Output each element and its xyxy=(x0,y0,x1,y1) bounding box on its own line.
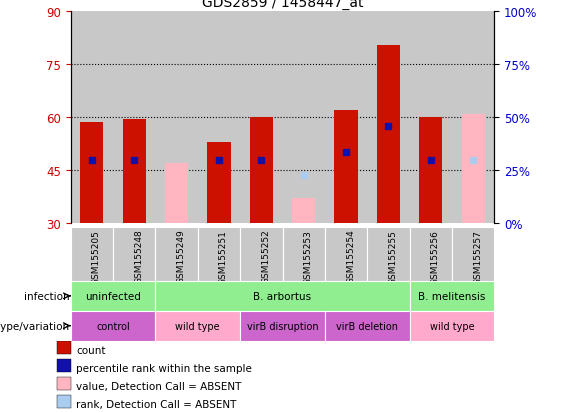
Bar xyxy=(71,12,113,223)
Text: GSM155249: GSM155249 xyxy=(176,229,185,284)
Bar xyxy=(452,228,494,281)
Text: GSM155253: GSM155253 xyxy=(304,229,312,284)
Bar xyxy=(240,228,282,281)
Bar xyxy=(410,281,494,311)
Bar xyxy=(80,123,103,223)
Bar xyxy=(240,12,282,223)
Text: count: count xyxy=(76,345,106,355)
Text: GSM155256: GSM155256 xyxy=(431,229,440,284)
Bar xyxy=(198,228,240,281)
Bar xyxy=(113,12,155,223)
Bar xyxy=(250,118,273,223)
Bar xyxy=(71,228,113,281)
Text: GSM155248: GSM155248 xyxy=(134,229,143,284)
Text: virB deletion: virB deletion xyxy=(336,321,398,331)
Bar xyxy=(377,46,400,223)
Text: B. arbortus: B. arbortus xyxy=(254,291,311,301)
Text: virB disruption: virB disruption xyxy=(247,321,318,331)
Bar xyxy=(462,114,485,223)
Bar xyxy=(452,12,494,223)
Bar xyxy=(123,120,146,223)
Title: GDS2859 / 1458447_at: GDS2859 / 1458447_at xyxy=(202,0,363,10)
Bar xyxy=(367,228,410,281)
Bar xyxy=(56,341,71,354)
Bar xyxy=(282,12,325,223)
Bar xyxy=(155,311,240,341)
Text: rank, Detection Call = ABSENT: rank, Detection Call = ABSENT xyxy=(76,399,237,409)
Bar xyxy=(410,228,452,281)
Text: infection: infection xyxy=(24,291,70,301)
Bar xyxy=(71,281,155,311)
Bar xyxy=(155,228,198,281)
Bar xyxy=(292,199,315,223)
Bar xyxy=(325,12,367,223)
Bar xyxy=(334,111,358,223)
Bar xyxy=(410,311,494,341)
Text: value, Detection Call = ABSENT: value, Detection Call = ABSENT xyxy=(76,381,242,391)
Bar xyxy=(282,228,325,281)
Text: wild type: wild type xyxy=(176,321,220,331)
Text: GSM155205: GSM155205 xyxy=(92,229,101,284)
Text: genotype/variation: genotype/variation xyxy=(0,321,70,331)
Bar xyxy=(155,12,198,223)
Bar xyxy=(240,311,325,341)
Bar xyxy=(419,118,442,223)
Bar xyxy=(367,12,410,223)
Text: percentile rank within the sample: percentile rank within the sample xyxy=(76,363,252,373)
Text: wild type: wild type xyxy=(430,321,474,331)
Bar xyxy=(325,228,367,281)
Bar xyxy=(56,377,71,390)
Text: B. melitensis: B. melitensis xyxy=(418,291,486,301)
Text: GSM155255: GSM155255 xyxy=(389,229,397,284)
Text: control: control xyxy=(96,321,130,331)
Bar xyxy=(155,281,410,311)
Bar xyxy=(410,12,452,223)
Bar xyxy=(56,395,71,408)
Bar xyxy=(71,311,155,341)
Bar xyxy=(113,228,155,281)
Text: GSM155254: GSM155254 xyxy=(346,229,355,284)
Bar xyxy=(207,142,231,223)
Bar xyxy=(198,12,240,223)
Bar xyxy=(56,359,71,372)
Bar xyxy=(325,311,410,341)
Text: GSM155252: GSM155252 xyxy=(261,229,270,284)
Text: GSM155257: GSM155257 xyxy=(473,229,482,284)
Text: GSM155251: GSM155251 xyxy=(219,229,228,284)
Bar xyxy=(165,164,188,223)
Text: uninfected: uninfected xyxy=(85,291,141,301)
